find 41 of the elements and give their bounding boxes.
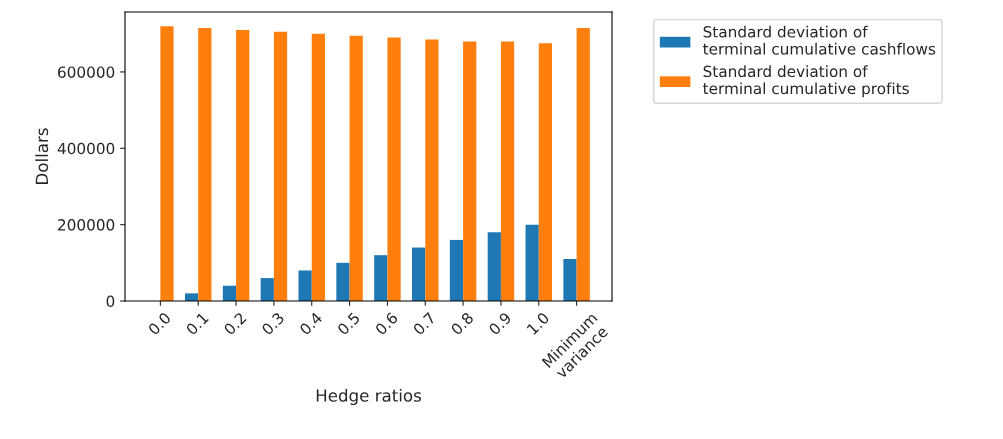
bar (273, 31, 288, 301)
bar (563, 259, 577, 301)
bar (298, 270, 312, 301)
x-tick-label: 0.6 (374, 311, 399, 336)
bar (425, 39, 439, 301)
bar (576, 28, 590, 301)
bar (222, 285, 237, 301)
bar (387, 37, 401, 301)
x-tick-label: 0.8 (450, 311, 475, 336)
x-tick-label: 0.9 (488, 311, 512, 336)
bar (538, 43, 553, 301)
bar (236, 29, 250, 301)
y-tick-label: 0 (106, 295, 115, 308)
x-tick-label: 0.3 (260, 311, 285, 336)
bar (336, 262, 350, 301)
x-tick-label: 0.1 (185, 311, 209, 336)
bar (487, 232, 501, 301)
y-tick-label: 600000 (58, 66, 115, 78)
bar (198, 28, 212, 301)
bar (412, 247, 426, 301)
x-tick-label: 0.0 (147, 311, 172, 336)
y-axis-title: Dollars (35, 128, 49, 184)
y-tick-label: 200000 (58, 219, 115, 231)
bar (449, 239, 464, 301)
x-axis-title: Hedge ratios (316, 388, 421, 406)
bar (260, 278, 274, 301)
bar (184, 293, 199, 301)
legend-label: Standard deviation of terminal cumulative cashflows (703, 25, 936, 55)
bar (160, 26, 174, 301)
y-tick-label: 400000 (57, 142, 115, 155)
bar (463, 41, 477, 301)
x-tick-label: 0.7 (412, 311, 437, 336)
x-tick-label: 0.4 (298, 311, 323, 336)
bar (500, 41, 515, 301)
bar (311, 33, 325, 301)
bar (525, 224, 539, 301)
bar (349, 35, 363, 301)
bar (374, 255, 388, 301)
x-tick-label: 0.5 (336, 311, 361, 336)
x-tick-label: 0.2 (223, 311, 247, 336)
legend-label: Standard deviation of terminal cumulative profits (703, 65, 909, 98)
